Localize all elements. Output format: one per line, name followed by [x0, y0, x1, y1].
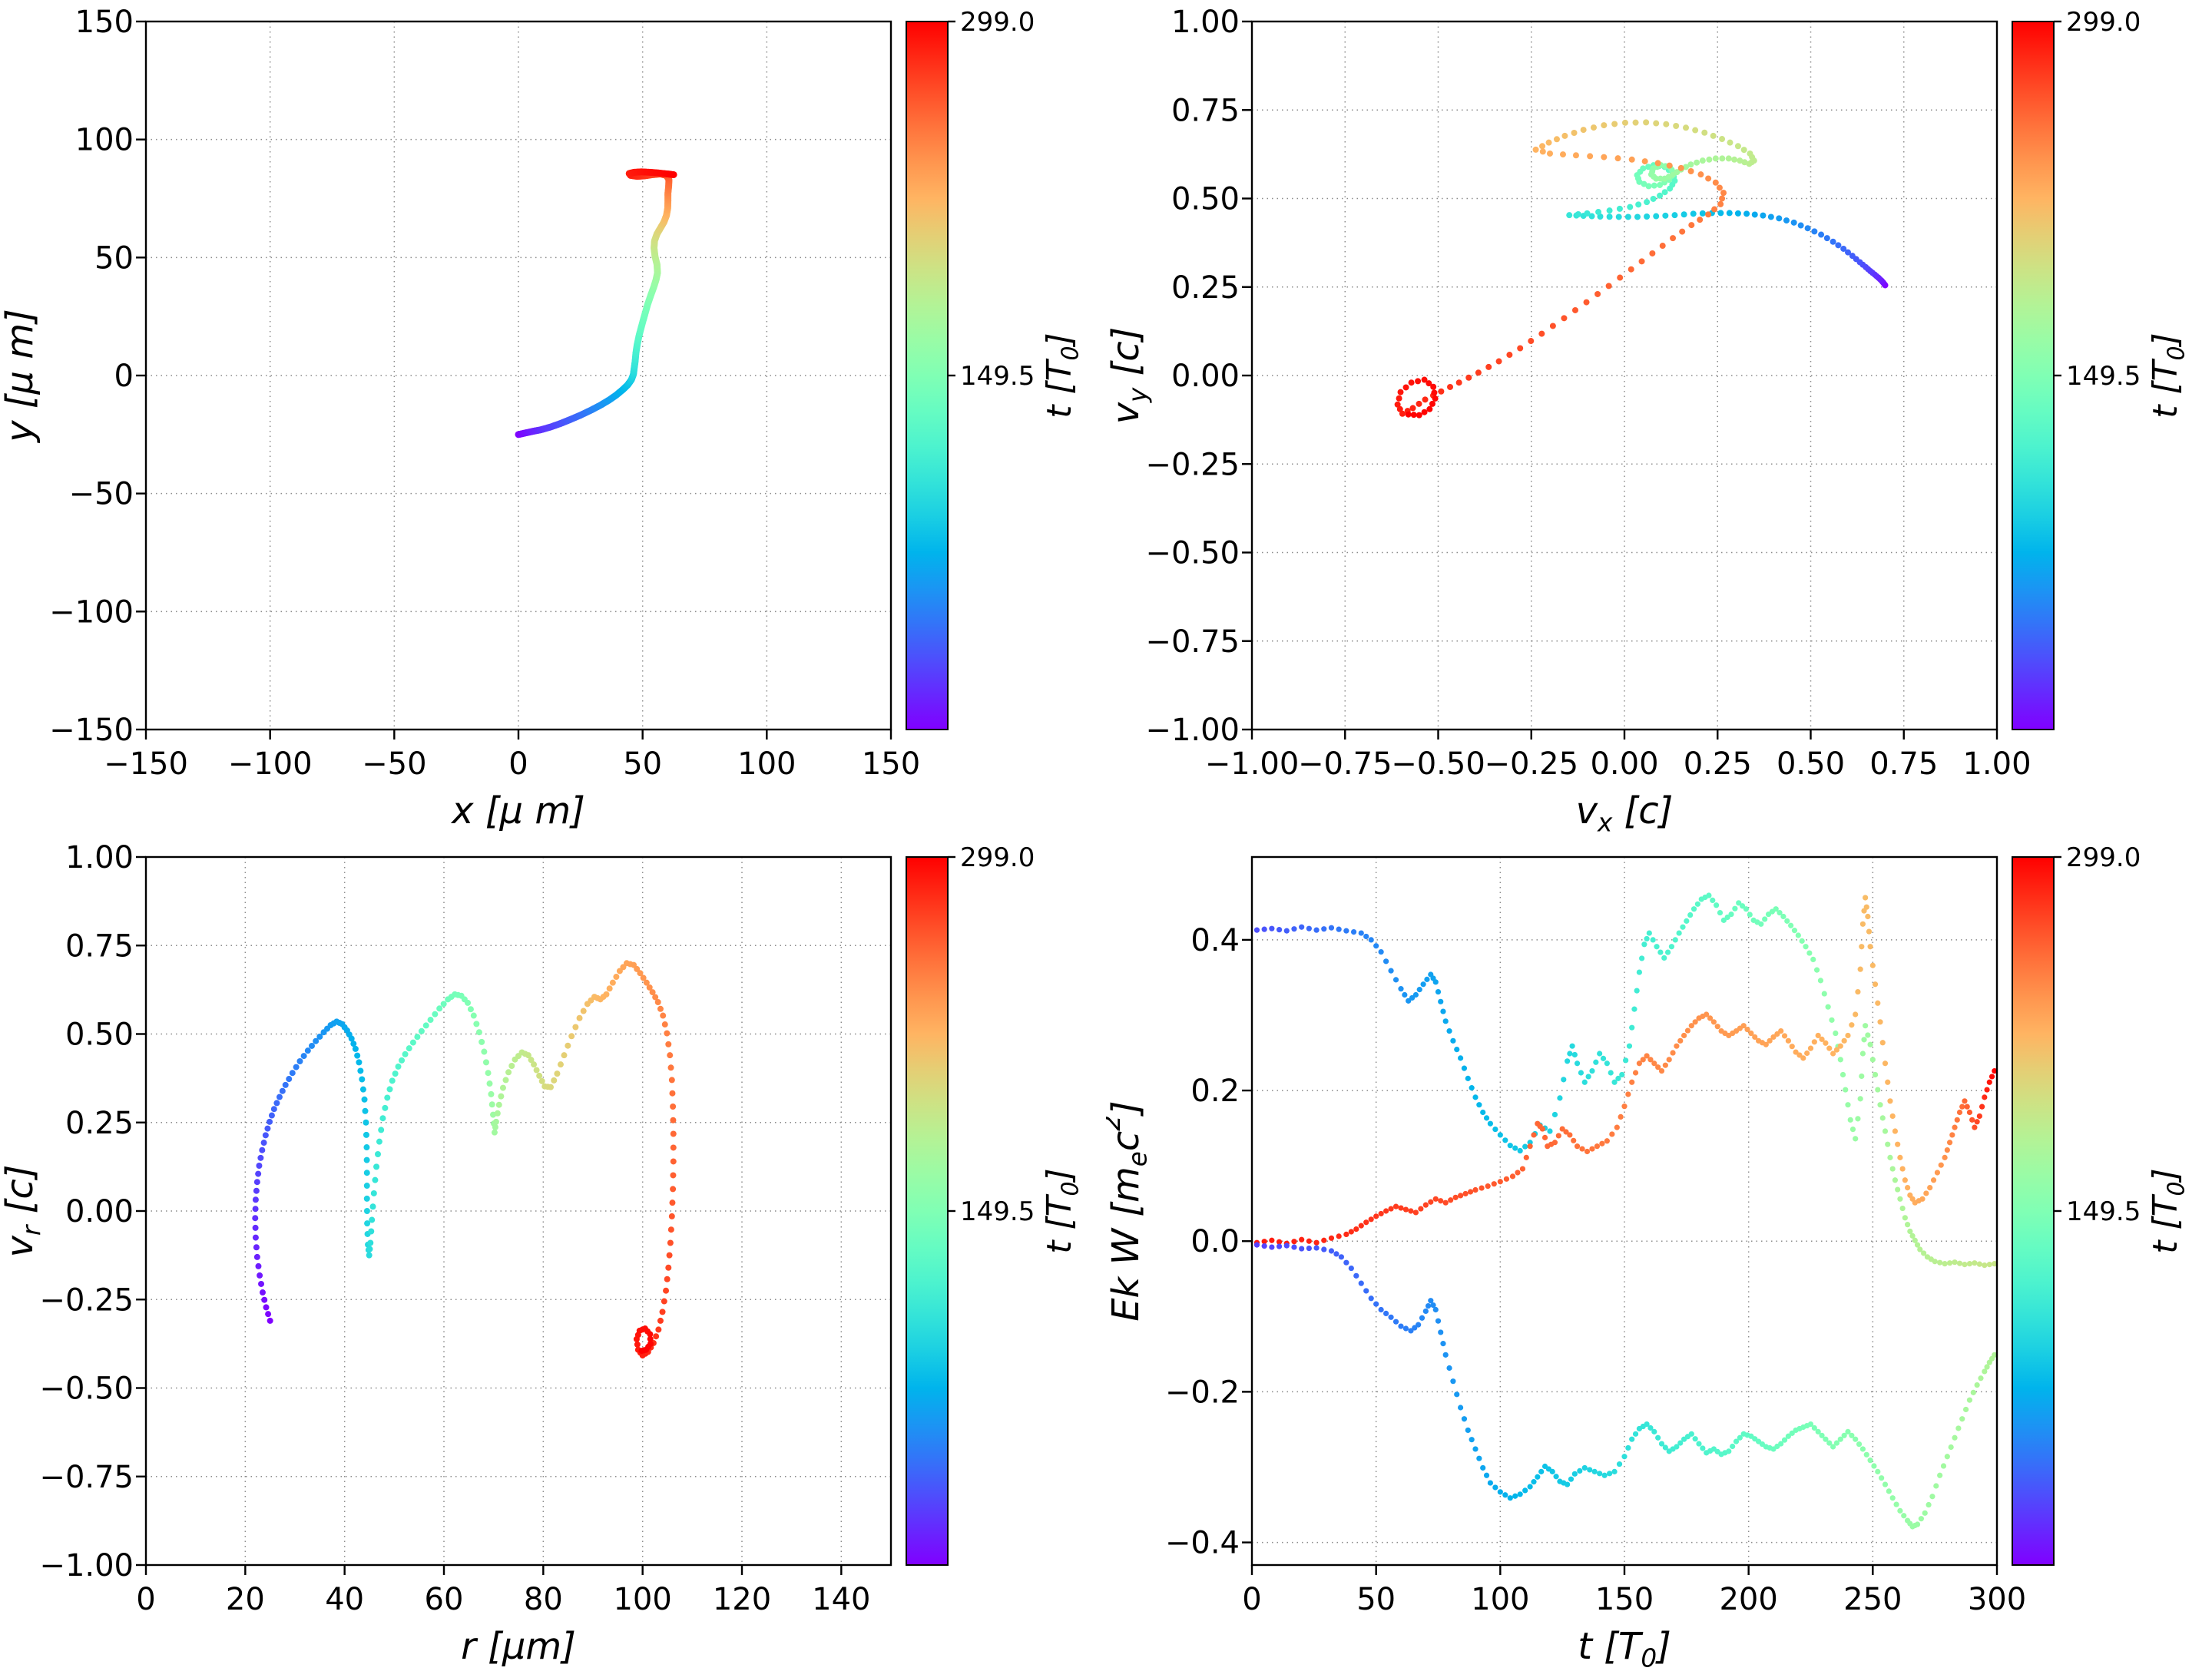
svg-text:0.75: 0.75 — [1869, 746, 1938, 782]
svg-text:149.5: 149.5 — [960, 1196, 1035, 1227]
svg-text:−0.75: −0.75 — [39, 1460, 134, 1495]
svg-text:40: 40 — [325, 1582, 364, 1617]
svg-text:0.2: 0.2 — [1190, 1074, 1240, 1109]
svg-text:−0.75: −0.75 — [1298, 746, 1392, 782]
svg-text:0.00: 0.00 — [1171, 359, 1240, 394]
svg-text:Ek W [mec2]: Ek W [mec2] — [1106, 1100, 1153, 1322]
svg-text:−0.50: −0.50 — [1391, 746, 1485, 782]
svg-text:1.00: 1.00 — [1171, 5, 1240, 40]
svg-text:100: 100 — [613, 1582, 671, 1617]
svg-text:80: 80 — [524, 1582, 563, 1617]
svg-text:0.25: 0.25 — [1171, 270, 1240, 306]
svg-text:149.5: 149.5 — [2066, 1196, 2141, 1227]
svg-text:0.25: 0.25 — [1684, 746, 1752, 782]
svg-text:50: 50 — [94, 240, 134, 276]
svg-text:t [T0]: t [T0] — [2146, 1168, 2190, 1253]
svg-text:299.0: 299.0 — [960, 7, 1035, 38]
plot-vx-vy: −1.00−0.75−0.50−0.25 0.00 0.25 0.50 0.75 1.00… — [1106, 5, 2190, 836]
svg-text:−0.4: −0.4 — [1165, 1526, 1240, 1561]
svg-text:150: 150 — [1595, 1582, 1654, 1617]
svg-text:−0.50: −0.50 — [1145, 536, 1240, 571]
svg-text:150: 150 — [75, 5, 134, 40]
svg-text:0.00: 0.00 — [65, 1194, 134, 1229]
svg-text:1.00: 1.00 — [1962, 746, 2031, 782]
svg-text:140: 140 — [812, 1582, 870, 1617]
svg-text:−50: −50 — [362, 746, 426, 782]
svg-text:1.00: 1.00 — [65, 840, 134, 875]
svg-text:0.0: 0.0 — [1190, 1224, 1240, 1259]
svg-text:0.4: 0.4 — [1190, 923, 1240, 958]
svg-text:vr [c]: vr [c] — [0, 1165, 47, 1258]
svg-text:0.50: 0.50 — [1171, 182, 1240, 217]
svg-text:−0.25: −0.25 — [1145, 447, 1240, 482]
svg-text:20: 20 — [226, 1582, 265, 1617]
svg-text:0.75: 0.75 — [65, 928, 134, 964]
svg-text:299.0: 299.0 — [2066, 7, 2141, 38]
svg-text:120: 120 — [713, 1582, 771, 1617]
svg-text:t [T0]: t [T0] — [1040, 333, 1084, 418]
svg-text:299.0: 299.0 — [960, 842, 1035, 873]
svg-text:0.00: 0.00 — [1590, 746, 1658, 782]
svg-text:−150: −150 — [104, 746, 188, 782]
svg-text:t [T0]: t [T0] — [1040, 1168, 1084, 1253]
svg-text:50: 50 — [1356, 1582, 1396, 1617]
svg-text:250: 250 — [1843, 1582, 1902, 1617]
svg-text:−0.50: −0.50 — [39, 1372, 134, 1407]
plot-xy-trajectory: −150 −100 −50 0 50 100 150 −150 −100 −50 0 50 100 150… — [0, 5, 1084, 832]
svg-text:−150: −150 — [49, 713, 134, 748]
svg-text:299.0: 299.0 — [2066, 842, 2141, 873]
svg-text:r [μm]: r [μm] — [461, 1625, 576, 1668]
svg-text:x [μ m]: x [μ m] — [450, 789, 585, 832]
svg-text:100: 100 — [737, 746, 796, 782]
svg-text:100: 100 — [75, 123, 134, 158]
svg-text:0: 0 — [114, 359, 134, 394]
svg-text:149.5: 149.5 — [2066, 361, 2141, 392]
svg-text:150: 150 — [862, 746, 920, 782]
svg-text:y [μ m]: y [μ m] — [0, 309, 41, 444]
svg-text:−100: −100 — [228, 746, 313, 782]
svg-text:60: 60 — [425, 1582, 464, 1617]
svg-text:50: 50 — [623, 746, 662, 782]
svg-text:−50: −50 — [69, 477, 134, 512]
svg-text:200: 200 — [1719, 1582, 1777, 1617]
svg-text:vx [c]: vx [c] — [1576, 789, 1674, 836]
svg-text:0.50: 0.50 — [1777, 746, 1845, 782]
plot-r-vr: 0 20 40 60 80 100 120 140 −1.00 −0.75 −0.50 −0.25 0.… — [0, 840, 1084, 1668]
svg-text:149.5: 149.5 — [960, 361, 1035, 392]
svg-text:0.75: 0.75 — [1171, 93, 1240, 128]
svg-text:300: 300 — [1968, 1582, 2026, 1617]
svg-text:t [T0]: t [T0] — [2146, 333, 2190, 418]
svg-text:0: 0 — [136, 1582, 155, 1617]
svg-text:0.50: 0.50 — [65, 1017, 134, 1053]
svg-text:t [T0]: t [T0] — [1578, 1625, 1671, 1671]
svg-text:vy [c]: vy [c] — [1106, 327, 1153, 425]
svg-text:−1.00: −1.00 — [1145, 713, 1240, 748]
svg-text:0: 0 — [508, 746, 528, 782]
svg-text:0.25: 0.25 — [65, 1106, 134, 1141]
svg-text:100: 100 — [1471, 1582, 1529, 1617]
svg-text:−100: −100 — [49, 594, 134, 630]
svg-text:−0.25: −0.25 — [1484, 746, 1578, 782]
svg-text:−0.2: −0.2 — [1165, 1375, 1240, 1410]
svg-text:−1.00: −1.00 — [1205, 746, 1300, 782]
plot-energy-time: 0 50 100 150 200 250 300 −0.4 −0.2 0.0 0.2 0.4 t [T0… — [1106, 842, 2190, 1671]
svg-text:−0.75: −0.75 — [1145, 624, 1240, 660]
svg-text:−1.00: −1.00 — [39, 1548, 134, 1583]
svg-text:−0.25: −0.25 — [39, 1282, 134, 1318]
svg-text:0: 0 — [1242, 1582, 1261, 1617]
